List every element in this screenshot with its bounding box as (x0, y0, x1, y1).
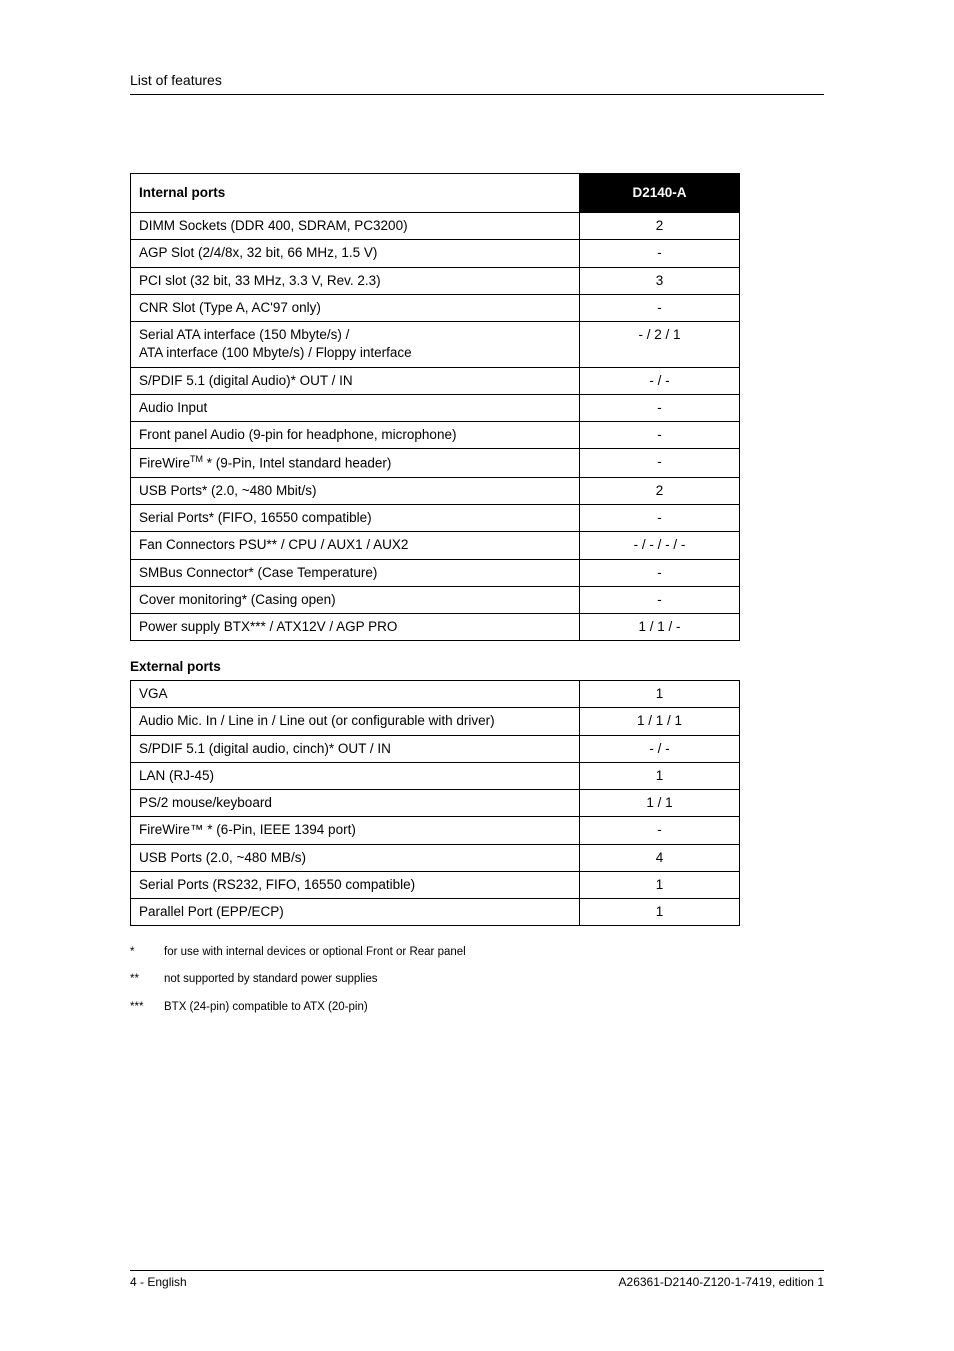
row-label: Audio Input (131, 394, 580, 421)
table-row: DIMM Sockets (DDR 400, SDRAM, PC3200)2 (131, 213, 740, 240)
row-label: Cover monitoring* (Casing open) (131, 586, 580, 613)
row-value: 1 / 1 / 1 (580, 708, 740, 735)
row-value: - (580, 394, 740, 421)
table-head-model: D2140-A (580, 174, 740, 213)
table-row: AGP Slot (2/4/8x, 32 bit, 66 MHz, 1.5 V)… (131, 240, 740, 267)
table-row: Fan Connectors PSU** / CPU / AUX1 / AUX2… (131, 532, 740, 559)
row-label: PCI slot (32 bit, 33 MHz, 3.3 V, Rev. 2.… (131, 267, 580, 294)
table-row: Serial Ports (RS232, FIFO, 16550 compati… (131, 871, 740, 898)
row-label: USB Ports (2.0, ~480 MB/s) (131, 844, 580, 871)
footnote-text: not supported by standard power supplies (164, 971, 378, 988)
row-label: FireWireTM * (9-Pin, Intel standard head… (131, 449, 580, 478)
row-label: Serial ATA interface (150 Mbyte/s) /ATA … (131, 322, 580, 367)
page-footer: 4 - English A26361-D2140-Z120-1-7419, ed… (130, 1270, 824, 1289)
row-value: 1 (580, 681, 740, 708)
row-value: - (580, 294, 740, 321)
footnote: **not supported by standard power suppli… (130, 971, 824, 988)
row-value: - (580, 817, 740, 844)
table-row: LAN (RJ-45)1 (131, 762, 740, 789)
row-value: 2 (580, 213, 740, 240)
row-value: 2 (580, 477, 740, 504)
footnote-mark: * (130, 944, 164, 961)
row-value: - / - (580, 735, 740, 762)
table-row: USB Ports (2.0, ~480 MB/s)4 (131, 844, 740, 871)
table-row: Power supply BTX*** / ATX12V / AGP PRO1 … (131, 614, 740, 641)
row-label: SMBus Connector* (Case Temperature) (131, 559, 580, 586)
row-value: - (580, 505, 740, 532)
row-label: Parallel Port (EPP/ECP) (131, 898, 580, 925)
table-row: Parallel Port (EPP/ECP)1 (131, 898, 740, 925)
row-value: - (580, 240, 740, 267)
row-value: - (580, 449, 740, 478)
table-head-label: Internal ports (131, 174, 580, 213)
row-label: Fan Connectors PSU** / CPU / AUX1 / AUX2 (131, 532, 580, 559)
row-label: S/PDIF 5.1 (digital audio, cinch)* OUT /… (131, 735, 580, 762)
row-value: 1 (580, 871, 740, 898)
footnote: ***BTX (24-pin) compatible to ATX (20-pi… (130, 999, 824, 1016)
table-row: Audio Input- (131, 394, 740, 421)
internal-ports-table: Internal ports D2140-A DIMM Sockets (DDR… (130, 173, 740, 641)
footnote-mark: *** (130, 999, 164, 1016)
table-row: USB Ports* (2.0, ~480 Mbit/s)2 (131, 477, 740, 504)
row-value: - (580, 559, 740, 586)
row-label: USB Ports* (2.0, ~480 Mbit/s) (131, 477, 580, 504)
table-row: FireWireTM * (9-Pin, Intel standard head… (131, 449, 740, 478)
footer-right: A26361-D2140-Z120-1-7419, edition 1 (619, 1275, 824, 1289)
table-row: VGA1 (131, 681, 740, 708)
table-row: Serial Ports* (FIFO, 16550 compatible)- (131, 505, 740, 532)
external-ports-heading: External ports (130, 659, 824, 674)
row-label: AGP Slot (2/4/8x, 32 bit, 66 MHz, 1.5 V) (131, 240, 580, 267)
table-row: PS/2 mouse/keyboard1 / 1 (131, 790, 740, 817)
external-ports-table: VGA1Audio Mic. In / Line in / Line out (… (130, 680, 740, 926)
table-row: PCI slot (32 bit, 33 MHz, 3.3 V, Rev. 2.… (131, 267, 740, 294)
footnote: *for use with internal devices or option… (130, 944, 824, 961)
row-label: PS/2 mouse/keyboard (131, 790, 580, 817)
footnote-text: BTX (24-pin) compatible to ATX (20-pin) (164, 999, 368, 1016)
row-label: Audio Mic. In / Line in / Line out (or c… (131, 708, 580, 735)
row-value: - (580, 421, 740, 448)
table-row: CNR Slot (Type A, AC'97 only)- (131, 294, 740, 321)
row-value: 1 (580, 762, 740, 789)
footnote-mark: ** (130, 971, 164, 988)
row-label: LAN (RJ-45) (131, 762, 580, 789)
table-row: Serial ATA interface (150 Mbyte/s) /ATA … (131, 322, 740, 367)
row-value: - / - / - / - (580, 532, 740, 559)
table-row: S/PDIF 5.1 (digital Audio)* OUT / IN- / … (131, 367, 740, 394)
row-value: 1 / 1 / - (580, 614, 740, 641)
row-value: 1 (580, 898, 740, 925)
page-header: List of features (130, 72, 824, 95)
row-label: CNR Slot (Type A, AC'97 only) (131, 294, 580, 321)
table-row: Audio Mic. In / Line in / Line out (or c… (131, 708, 740, 735)
footnotes: *for use with internal devices or option… (130, 944, 824, 1016)
row-label: S/PDIF 5.1 (digital Audio)* OUT / IN (131, 367, 580, 394)
row-label: Front panel Audio (9-pin for headphone, … (131, 421, 580, 448)
table-row: Cover monitoring* (Casing open)- (131, 586, 740, 613)
table-row: SMBus Connector* (Case Temperature)- (131, 559, 740, 586)
table-row: S/PDIF 5.1 (digital audio, cinch)* OUT /… (131, 735, 740, 762)
row-value: - (580, 586, 740, 613)
row-label: FireWire™ * (6-Pin, IEEE 1394 port) (131, 817, 580, 844)
row-label: VGA (131, 681, 580, 708)
table-row: FireWire™ * (6-Pin, IEEE 1394 port)- (131, 817, 740, 844)
row-value: 4 (580, 844, 740, 871)
row-value: - / - (580, 367, 740, 394)
row-value: - / 2 / 1 (580, 322, 740, 367)
row-label: DIMM Sockets (DDR 400, SDRAM, PC3200) (131, 213, 580, 240)
row-value: 1 / 1 (580, 790, 740, 817)
footer-left: 4 - English (130, 1275, 187, 1289)
table-row: Front panel Audio (9-pin for headphone, … (131, 421, 740, 448)
footnote-text: for use with internal devices or optiona… (164, 944, 466, 961)
row-label: Power supply BTX*** / ATX12V / AGP PRO (131, 614, 580, 641)
row-label: Serial Ports (RS232, FIFO, 16550 compati… (131, 871, 580, 898)
row-label: Serial Ports* (FIFO, 16550 compatible) (131, 505, 580, 532)
row-value: 3 (580, 267, 740, 294)
